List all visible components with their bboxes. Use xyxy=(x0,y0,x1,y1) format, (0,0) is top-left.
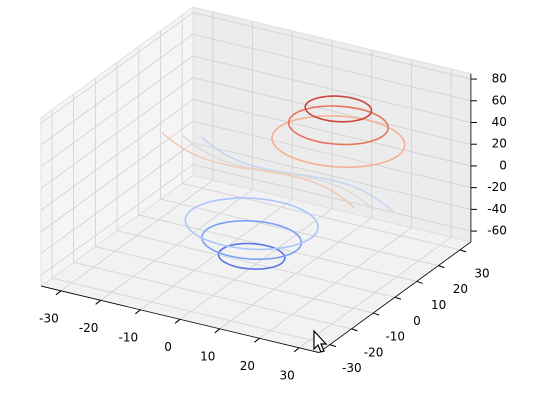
contour-line xyxy=(304,95,373,123)
y-tick-label: -20 xyxy=(364,345,384,359)
grid-line xyxy=(116,230,396,298)
axes-panes: -30-20-100102030-30-20-100102030-60-40-2… xyxy=(39,6,507,382)
x-tick xyxy=(55,290,62,296)
z-tick-label: 0 xyxy=(499,158,507,172)
grid-line xyxy=(40,77,194,189)
x-tick xyxy=(293,347,300,353)
contour-line xyxy=(271,115,406,169)
y-tick xyxy=(351,328,358,332)
x-tick xyxy=(174,318,181,324)
contour-line xyxy=(287,105,389,146)
y-tick-label: -30 xyxy=(342,361,362,375)
y-tick xyxy=(416,280,423,284)
grid-line xyxy=(40,142,194,254)
x-tick-label: -10 xyxy=(119,330,139,344)
x-tick-label: 10 xyxy=(200,349,215,363)
grid-line xyxy=(192,164,471,232)
grid-line xyxy=(40,12,194,124)
contour-line xyxy=(180,134,375,211)
x-tick xyxy=(214,328,221,334)
z-tick-label: 20 xyxy=(492,137,507,151)
y-tick xyxy=(459,249,467,253)
grid-line xyxy=(192,142,471,210)
y-tick xyxy=(438,265,445,269)
x-tick-label: 0 xyxy=(164,340,172,354)
grid-line xyxy=(182,182,461,251)
z-tick-label: 40 xyxy=(492,115,507,129)
y-tick-label: 0 xyxy=(413,314,421,328)
grid-line xyxy=(40,33,194,146)
z-tick-label: 60 xyxy=(492,93,507,107)
contour-line xyxy=(217,242,286,270)
x-tick-label: -20 xyxy=(79,321,99,335)
x-tick-label: -30 xyxy=(39,311,59,325)
grid-line xyxy=(40,99,194,211)
grid-line xyxy=(192,12,471,80)
z-tick-label: -60 xyxy=(487,224,507,238)
axis-line xyxy=(318,241,472,353)
grid-line xyxy=(192,77,471,145)
grid-line xyxy=(192,99,471,167)
mouse-cursor xyxy=(313,329,328,353)
grid-line xyxy=(192,33,471,102)
grid-line xyxy=(95,246,374,314)
grid-line xyxy=(73,261,352,330)
grid-line xyxy=(192,120,471,189)
y-tick xyxy=(373,312,380,316)
x-tick-label: 20 xyxy=(240,359,255,373)
x-tick xyxy=(95,299,101,305)
grid-line xyxy=(40,120,194,233)
y-tick xyxy=(329,344,337,348)
grid-line xyxy=(160,198,439,267)
y-tick-label: 20 xyxy=(453,282,468,296)
y-tick-label: -10 xyxy=(385,330,405,344)
contour-line xyxy=(184,197,319,251)
y-tick-label: 30 xyxy=(474,266,489,280)
grid-line xyxy=(40,164,194,276)
axis-line xyxy=(41,285,320,353)
plot-area xyxy=(161,95,406,270)
x-tick-label: 30 xyxy=(280,368,295,382)
z-tick-label: 80 xyxy=(492,72,507,86)
z-tick-label: -40 xyxy=(487,202,507,216)
y-tick-label: 10 xyxy=(431,298,446,312)
contour-line xyxy=(201,220,303,261)
grid-line xyxy=(51,277,330,346)
z-tick-label: -20 xyxy=(487,180,507,194)
contour-line xyxy=(161,131,355,209)
x-tick xyxy=(254,337,260,343)
contour-line xyxy=(200,136,395,213)
grid-line xyxy=(192,55,471,123)
y-tick xyxy=(394,296,402,300)
grid-line xyxy=(40,55,194,167)
x-tick xyxy=(135,309,141,315)
